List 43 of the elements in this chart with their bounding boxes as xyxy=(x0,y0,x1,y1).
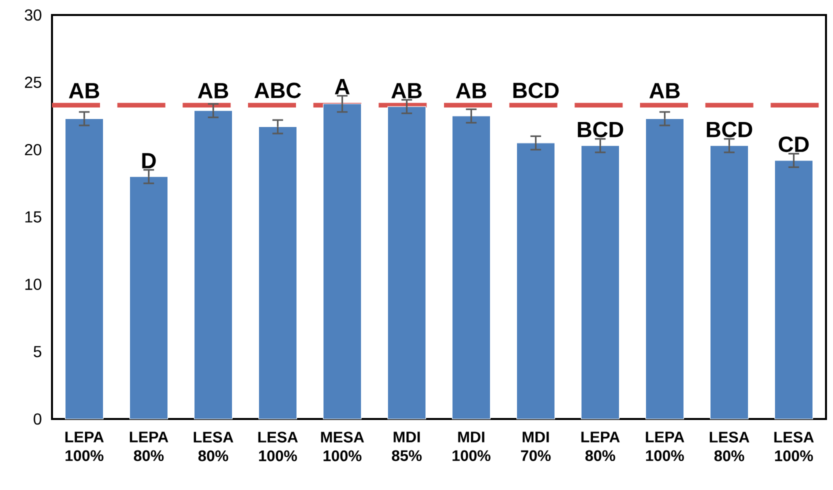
y-tick-label: 15 xyxy=(25,211,42,223)
x-tick-label: MDI 100% xyxy=(452,432,490,462)
x-tick-label: LESA 80% xyxy=(710,432,750,462)
data-label: AB xyxy=(649,83,680,98)
bar xyxy=(322,104,362,420)
bar xyxy=(516,142,556,420)
data-label: A xyxy=(334,79,350,94)
data-label: CD xyxy=(778,136,809,152)
x-tick-label: MDI 85% xyxy=(392,432,422,462)
x-tick-label: LEPA 100% xyxy=(646,432,684,462)
x-tick-label: MDI 70% xyxy=(521,432,551,462)
x-tick-label: LESA 100% xyxy=(774,432,814,462)
data-label: AB xyxy=(456,83,486,98)
bar xyxy=(64,118,104,420)
data-label: BCD xyxy=(513,82,559,98)
data-label: BCD xyxy=(578,122,624,138)
y-tick-label: 0 xyxy=(34,413,42,425)
data-label: BCD xyxy=(706,122,752,138)
y-tick-label: 30 xyxy=(24,9,42,21)
bar xyxy=(774,160,814,420)
y-tick-label: 25 xyxy=(24,76,42,88)
bar xyxy=(194,110,233,420)
data-label: AB xyxy=(391,83,422,98)
data-label: AB xyxy=(68,83,100,98)
y-tick-label: 20 xyxy=(24,144,42,156)
bar xyxy=(710,145,749,420)
y-tick-label: 10 xyxy=(25,278,42,290)
x-tick-label: MESA 100% xyxy=(321,432,364,462)
data-label: AB xyxy=(198,83,228,98)
bar xyxy=(129,176,168,420)
data-label: D xyxy=(142,153,156,168)
bar xyxy=(452,116,491,420)
bar xyxy=(387,106,426,420)
x-tick-label: LESA 100% xyxy=(258,432,298,462)
y-tick-label: 5 xyxy=(34,346,42,358)
bar xyxy=(645,118,684,420)
x-tick-label: LEPA 100% xyxy=(65,432,104,462)
x-tick-label: LEPA 80% xyxy=(130,432,168,462)
x-tick-label: LESA 80% xyxy=(194,432,234,462)
data-label: ABC xyxy=(254,82,301,98)
bar xyxy=(580,145,620,420)
bar xyxy=(258,126,298,420)
x-tick-label: LEPA 80% xyxy=(581,432,620,462)
